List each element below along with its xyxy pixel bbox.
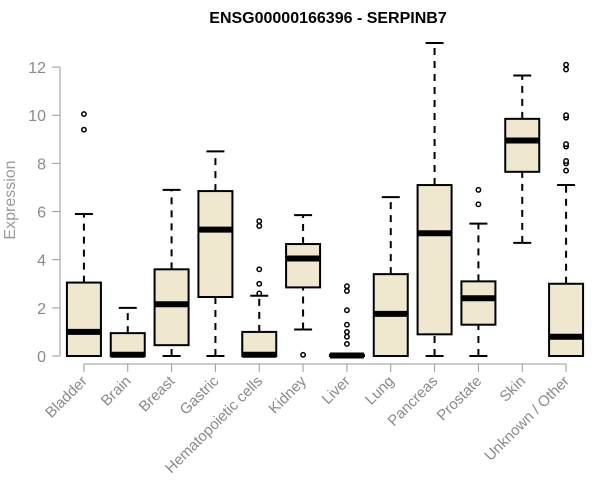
box-group — [328, 283, 365, 359]
y-axis: 0 2 4 6 8 10 12 — [28, 60, 61, 366]
outlier-point — [563, 167, 570, 174]
box-group — [504, 74, 541, 244]
y-tick-label: 10 — [28, 108, 46, 125]
outlier-point — [563, 61, 570, 68]
outlier-point — [343, 333, 350, 340]
y-tick-label: 4 — [37, 253, 46, 270]
outlier-point — [343, 328, 350, 335]
boxes-group — [65, 42, 585, 359]
x-tick-label: Breast — [136, 372, 179, 415]
x-tick-label: Liver — [319, 373, 354, 408]
box-group — [153, 188, 190, 357]
outlier-point — [343, 288, 350, 294]
outlier-point — [256, 290, 263, 297]
outlier-point — [256, 280, 263, 287]
outlier-point — [343, 321, 350, 328]
outlier-point — [343, 283, 350, 290]
box-group — [460, 186, 497, 357]
x-tick-label: Skin — [496, 373, 529, 406]
y-tick-label: 0 — [37, 349, 46, 366]
outlier-point — [563, 66, 570, 73]
box-group — [197, 150, 234, 357]
outlier-point — [563, 112, 570, 119]
box-group — [109, 306, 146, 358]
outlier-point — [300, 351, 307, 358]
box-rect — [416, 184, 453, 336]
outlier-point — [80, 111, 87, 117]
y-tick-label: 8 — [37, 156, 46, 173]
outlier-point — [343, 307, 350, 314]
box-rect — [65, 281, 102, 358]
box-rect — [285, 243, 322, 289]
x-tick-label: Brain — [98, 373, 135, 410]
box-group — [372, 196, 409, 357]
outlier-point — [475, 201, 482, 208]
x-tick-label: Bladder — [42, 373, 91, 422]
y-axis-label: Expression — [2, 160, 19, 239]
y-tick-label: 6 — [37, 205, 46, 222]
outlier-point — [343, 341, 350, 347]
outlier-point — [80, 126, 87, 133]
outlier-point — [256, 218, 263, 225]
box-group — [65, 111, 102, 358]
box-rect — [197, 190, 234, 299]
outlier-point — [256, 223, 263, 229]
x-tick-label: Kidney — [265, 372, 310, 417]
box-group — [241, 218, 278, 358]
outlier-point — [256, 266, 263, 273]
outlier-point — [475, 186, 482, 193]
box-rect — [504, 117, 541, 173]
box-group — [285, 214, 322, 358]
y-tick-label: 12 — [28, 60, 46, 77]
chart-title: ENSG00000166396 - SERPINB7 — [209, 10, 447, 27]
box-rect — [153, 268, 190, 347]
outlier-point — [563, 141, 570, 148]
x-tick-label: Lung — [362, 373, 398, 409]
box-rect — [548, 282, 585, 357]
x-tick-label: Prostate — [434, 373, 486, 425]
outlier-point — [563, 158, 570, 164]
box-group — [416, 42, 453, 357]
box-group — [548, 61, 585, 357]
box-rect — [460, 280, 497, 326]
y-tick-label: 2 — [37, 301, 46, 318]
